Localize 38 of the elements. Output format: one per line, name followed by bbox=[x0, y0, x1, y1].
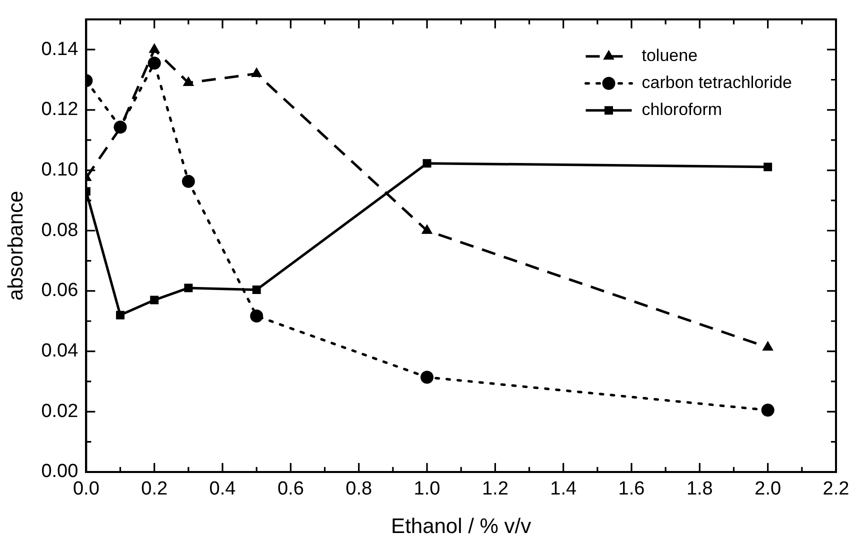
x-tick-label: 0.8 bbox=[346, 478, 372, 500]
point bbox=[420, 370, 434, 384]
point bbox=[252, 286, 261, 294]
x-tick-label: 1.2 bbox=[482, 478, 508, 500]
point bbox=[761, 404, 774, 417]
y-axis-title: absorbance bbox=[4, 190, 28, 301]
y-tick-label: 0.10 bbox=[41, 160, 78, 180]
point bbox=[764, 162, 772, 172]
y-tick-label: 0.12 bbox=[41, 99, 78, 120]
y-tick-label: 0.04 bbox=[41, 340, 79, 362]
x-tick-label: 1.0 bbox=[414, 478, 440, 500]
y-tick-label: 0.02 bbox=[41, 400, 78, 422]
point bbox=[148, 56, 161, 70]
x-axis-title: Ethanol / % v/v bbox=[391, 515, 532, 538]
y-tick-label: 0.06 bbox=[41, 280, 78, 302]
point bbox=[250, 310, 264, 323]
y-tick-label: 0.14 bbox=[41, 38, 79, 60]
y-tick-label: 0.08 bbox=[41, 220, 78, 241]
point bbox=[184, 284, 193, 292]
point bbox=[148, 43, 160, 53]
point bbox=[421, 224, 433, 234]
point bbox=[150, 296, 159, 304]
point bbox=[182, 174, 195, 188]
legend-label: carbon tetrachloride bbox=[642, 73, 792, 92]
legend-label: toluene bbox=[642, 46, 698, 66]
x-tick-label: 2.2 bbox=[822, 478, 850, 500]
point bbox=[422, 159, 432, 168]
x-tick-label: 0.6 bbox=[277, 478, 304, 500]
point bbox=[182, 76, 194, 86]
point bbox=[250, 67, 262, 77]
x-tick-label: 1.4 bbox=[550, 478, 577, 500]
x-tick-label: 0.4 bbox=[209, 478, 236, 500]
legend-label: chloroform bbox=[642, 100, 722, 120]
x-tick-label: 0.2 bbox=[141, 478, 168, 500]
x-tick-label: 1.6 bbox=[618, 478, 645, 500]
x-tick-label: 2.0 bbox=[754, 478, 782, 500]
x-tick-label: 1.8 bbox=[686, 478, 713, 500]
point bbox=[116, 310, 125, 320]
